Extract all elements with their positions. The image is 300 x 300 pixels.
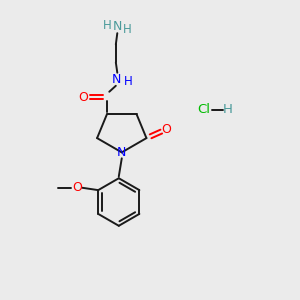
Text: H: H [103, 19, 112, 32]
Text: O: O [162, 123, 172, 136]
Text: H: H [124, 74, 133, 88]
Text: N: N [112, 20, 122, 33]
Text: H: H [223, 103, 233, 116]
Text: N: N [112, 73, 121, 86]
Text: N: N [116, 146, 126, 160]
Text: Cl: Cl [197, 103, 210, 116]
Text: O: O [72, 181, 82, 194]
Text: H: H [123, 22, 131, 35]
Text: O: O [78, 91, 88, 103]
